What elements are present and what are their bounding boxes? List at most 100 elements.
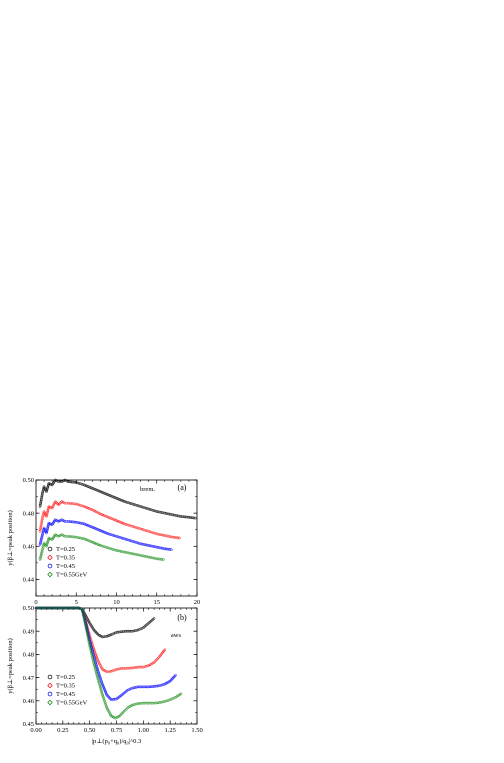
data-point (147, 544, 151, 547)
data-point (142, 543, 145, 546)
data-point (105, 706, 109, 710)
data-point (140, 527, 144, 531)
data-point (188, 516, 192, 519)
data-point (59, 606, 63, 610)
data-point (58, 501, 62, 505)
data-point (144, 528, 148, 533)
series-1 (34, 606, 167, 674)
data-point (68, 520, 71, 523)
data-point (169, 697, 174, 701)
data-point (90, 655, 95, 660)
data-point (81, 611, 85, 615)
data-point (53, 534, 57, 538)
data-point (135, 702, 139, 706)
data-point (125, 629, 129, 633)
series-0 (34, 606, 156, 639)
data-point (163, 547, 167, 551)
data-point (159, 700, 163, 704)
data-point (97, 662, 102, 666)
data-point (101, 544, 105, 548)
data-point (155, 545, 159, 549)
x-tick-label: 5 (75, 599, 78, 606)
data-point (152, 509, 156, 512)
data-point (88, 643, 92, 647)
data-point (142, 506, 145, 509)
data-point (161, 650, 165, 654)
data-point (91, 658, 95, 662)
data-point (46, 526, 49, 530)
data-point (63, 520, 67, 523)
data-point (65, 520, 68, 523)
data-point (125, 523, 129, 527)
data-point (43, 527, 46, 531)
data-point (69, 520, 73, 524)
data-point (116, 535, 120, 539)
data-point (109, 669, 113, 673)
data-point (158, 510, 161, 514)
data-point (67, 606, 71, 610)
data-point (54, 606, 58, 610)
data-point (40, 495, 44, 499)
data-point (121, 710, 125, 714)
data-point (143, 665, 147, 669)
data-point (49, 606, 53, 610)
legend-label: T=0.35 (56, 683, 75, 690)
data-point (155, 684, 159, 688)
data-point (75, 502, 80, 507)
series-2 (38, 518, 173, 551)
data-point (115, 715, 120, 719)
data-point (143, 543, 146, 546)
data-point (139, 627, 142, 631)
data-point (40, 493, 44, 496)
data-point (152, 685, 156, 688)
data-point (132, 686, 136, 690)
data-point (47, 523, 50, 526)
data-point (153, 701, 158, 705)
data-point (97, 673, 101, 676)
data-point (118, 714, 122, 718)
data-point (84, 625, 88, 629)
data-point (156, 684, 160, 688)
data-point (86, 634, 90, 638)
panel-annotation: brem. (140, 486, 155, 493)
data-point (124, 707, 128, 711)
data-point (65, 606, 70, 610)
data-point (108, 532, 112, 536)
data-point (68, 606, 72, 610)
data-point (62, 606, 66, 610)
data-point (99, 665, 103, 669)
data-point (176, 694, 180, 698)
data-point (155, 510, 159, 513)
data-point (107, 532, 110, 536)
data-point (99, 687, 103, 691)
data-point (41, 530, 45, 534)
data-point (74, 606, 79, 610)
data-point (151, 685, 155, 688)
data-point (89, 650, 94, 655)
data-point (38, 503, 42, 507)
data-point (147, 663, 151, 668)
data-point (48, 606, 52, 610)
data-point (87, 639, 91, 643)
data-point (105, 670, 109, 674)
data-point (100, 680, 104, 684)
data-point (182, 515, 185, 519)
data-point (132, 629, 136, 633)
data-point (72, 480, 75, 484)
data-point (125, 666, 129, 670)
data-point (152, 545, 156, 548)
data-point (143, 506, 146, 510)
data-point (99, 689, 104, 693)
data-point (130, 524, 135, 529)
data-point (57, 534, 62, 538)
data-point (40, 606, 44, 610)
data-point (95, 657, 100, 661)
data-point (81, 610, 85, 614)
data-point (160, 651, 165, 655)
data-point (97, 680, 101, 685)
data-point (194, 516, 197, 520)
data-point (113, 716, 118, 720)
data-point (73, 481, 77, 484)
data-point (174, 514, 177, 517)
data-point (81, 613, 86, 618)
